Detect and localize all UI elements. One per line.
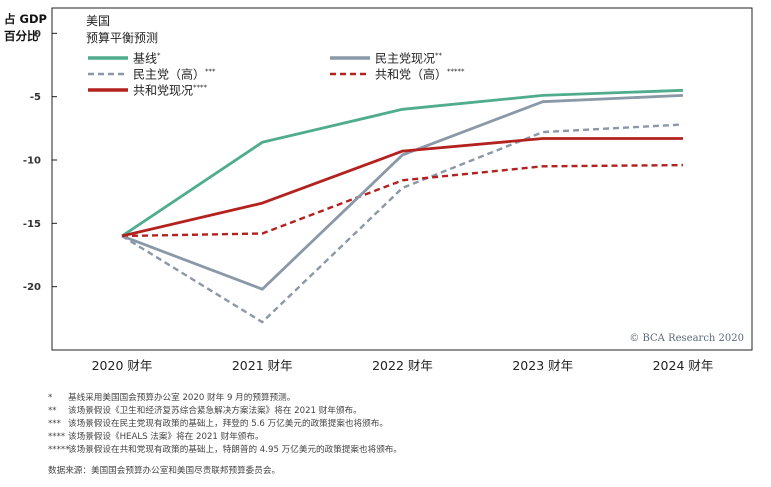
y-axis-unit-label: 占 GDP 百分比: [4, 11, 47, 45]
series-line: [121, 137, 683, 238]
footnote-row: * 基线采用美国国会预算办公室 2020 财年 9 月的预算预测。: [48, 392, 748, 405]
y-tick-label: -20: [23, 282, 41, 293]
data-source: 数据来源：美国国会预算办公室和美国尽责联邦预算委员会。: [48, 466, 281, 476]
legend-footnote-mark: **: [435, 52, 443, 60]
watermark-text: © BCA Research 2020: [629, 333, 744, 344]
legend-footnote-mark: ***: [205, 68, 216, 76]
footnote-text: 该场景假设在民主党现有政策的基础上，拜登的 5.6 万亿美元的政策提案也将颁布。: [68, 419, 388, 429]
legend-footnote-mark: *: [157, 52, 161, 60]
line-chart: 0 -5 -10 -15 -20 2020 财年 2021 财年 2022 财年 2023 财年…: [23, 7, 753, 373]
x-tick-label: 2020 财年: [92, 358, 153, 373]
y-tick-label: 0: [34, 29, 41, 40]
footnotes: * 基线采用美国国会预算办公室 2020 财年 9 月的预算预测。 ** 该场景…: [48, 392, 748, 478]
footnote-text: 该场景假设在共和党现有政策的基础上，特朗普的 4.95 万亿美元的政策提案也将颁…: [68, 445, 402, 455]
footnote-row: *** 该场景假设在民主党现有政策的基础上，拜登的 5.6 万亿美元的政策提案也…: [48, 418, 748, 431]
footnote-row: ** 该场景假设《卫生和经济复苏综合紧急解决方案法案》将在 2021 财年颁布。: [48, 405, 748, 418]
plot-frame: [51, 7, 753, 351]
footnote-text: 该场景假设《HEALS 法案》将在 2021 财年颁布。: [68, 432, 264, 442]
legend-label: 基线*: [133, 52, 161, 66]
series-line: [121, 88, 684, 238]
chart-title-line-2: 预算平衡预测: [86, 31, 159, 45]
footnote-text: 基线采用美国国会预算办公室 2020 财年 9 月的预算预测。: [68, 393, 296, 403]
footnote-mark: ****: [48, 432, 66, 442]
series-line: [121, 163, 684, 238]
y-tick-label: -5: [30, 92, 41, 103]
footnote-mark: *****: [48, 445, 70, 455]
legend-label: 共和党（高）*****: [375, 67, 465, 82]
legend-label: 民主党（高）***: [133, 67, 216, 82]
y-tick-label: -15: [23, 219, 41, 230]
x-tick-label: 2023 财年: [512, 358, 573, 373]
legend-label: 共和党现况****: [133, 83, 208, 98]
x-tick-label: 2022 财年: [372, 358, 433, 373]
x-tick-label: 2021 财年: [232, 358, 293, 373]
legend-footnote-mark: ****: [193, 84, 208, 92]
footnote-row: ***** 该场景假设在共和党现有政策的基础上，特朗普的 4.95 万亿美元的政…: [48, 444, 748, 457]
footnote-text: 该场景假设《卫生和经济复苏综合紧急解决方案法案》将在 2021 财年颁布。: [68, 406, 362, 416]
chart-title-line-1: 美国: [86, 14, 111, 28]
y-unit-line-2: 百分比: [4, 29, 39, 43]
legend-label: 民主党现况**: [375, 51, 443, 66]
legend-footnote-mark: *****: [447, 68, 465, 76]
footnote-mark: ***: [48, 419, 61, 429]
series-line: [121, 94, 684, 291]
footnote-mark: *: [48, 393, 53, 403]
y-tick-label: -10: [23, 156, 41, 167]
chart-title: 美国 预算平衡预测: [86, 13, 158, 47]
y-unit-line-1: 占 GDP: [4, 12, 47, 26]
footnote-row: **** 该场景假设《HEALS 法案》将在 2021 财年颁布。: [48, 431, 748, 444]
x-tick-label: 2024 财年: [653, 358, 714, 373]
footnote-mark: **: [48, 406, 57, 416]
